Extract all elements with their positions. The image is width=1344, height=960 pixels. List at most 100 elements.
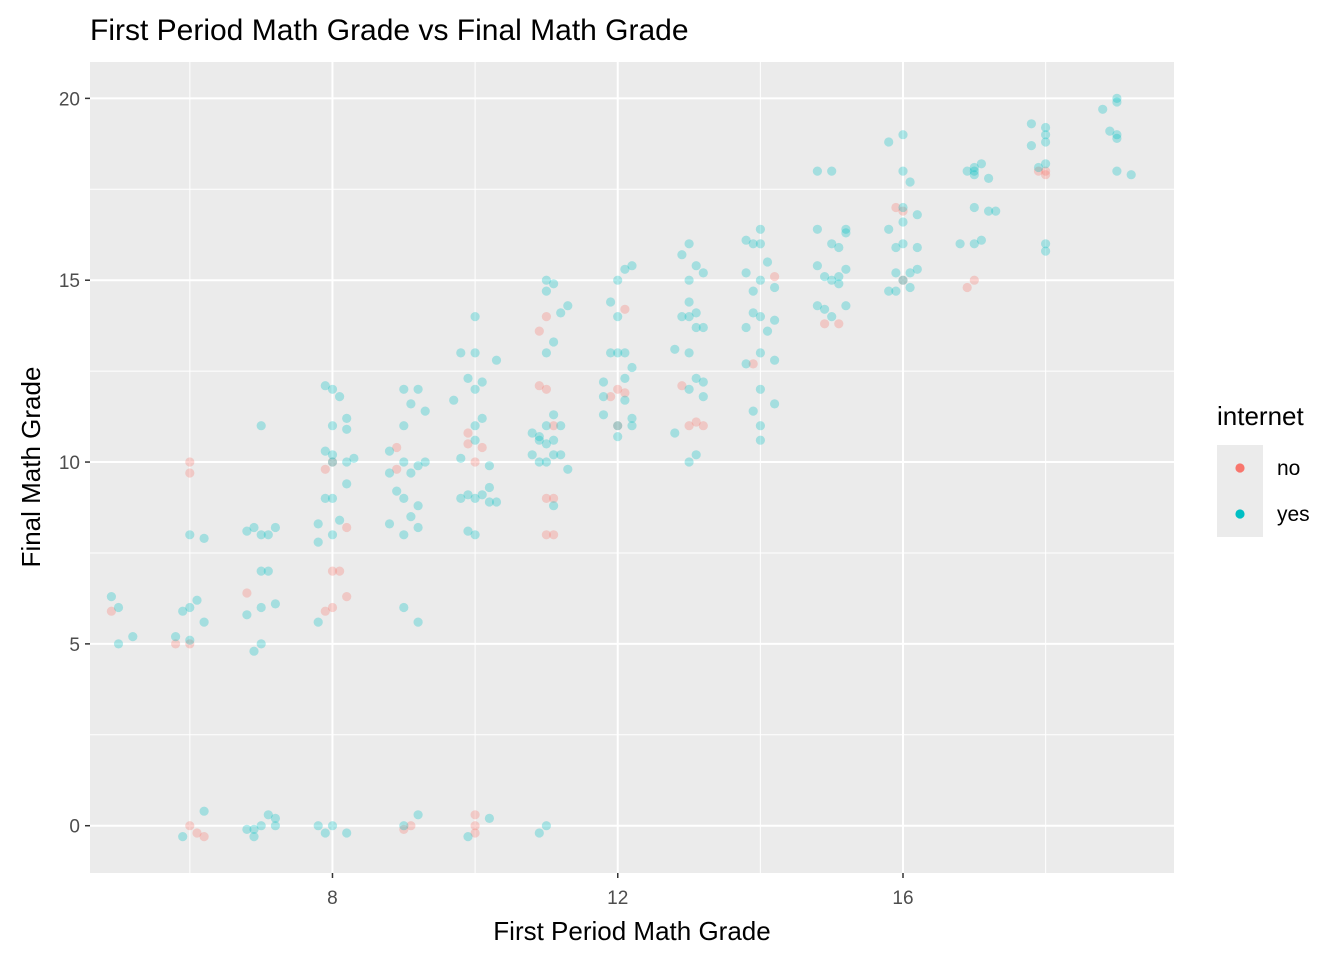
data-point-yes [741,268,751,278]
data-point-yes [106,592,116,602]
data-point-yes [684,457,694,467]
data-point-yes [884,224,894,234]
data-point-yes [748,239,758,249]
data-point-yes [627,362,637,373]
data-point-yes [620,264,630,274]
data-point-yes [748,286,758,296]
data-point-yes [698,377,708,387]
data-point-yes [1026,141,1036,151]
data-point-yes [549,450,559,460]
data-point-yes [484,497,494,507]
data-point-yes [620,373,630,383]
data-point-no [327,457,338,467]
data-point-yes [1112,166,1122,176]
data-point-yes [563,464,573,474]
data-point-no [1041,166,1051,176]
data-point-yes [541,821,552,831]
data-point-no [677,381,687,391]
data-point-yes [256,821,266,831]
data-point-yes [406,399,416,409]
data-point-no [969,275,979,285]
data-point-yes [484,813,494,824]
data-point-yes [770,355,780,365]
data-point-yes [534,432,544,442]
data-point-yes [320,446,330,456]
data-point-yes [399,821,409,831]
data-point-no [534,326,544,336]
data-point-yes [541,421,552,431]
data-point-no [898,206,908,216]
y-tick-label: 15 [59,271,80,292]
data-point-yes [470,312,480,322]
data-point-yes [420,406,430,416]
data-point-yes [192,595,202,605]
data-point-yes [413,384,423,394]
data-point-yes [962,166,972,176]
data-point-yes [820,304,830,314]
data-point-no [613,384,623,394]
data-point-yes [834,279,844,289]
data-point-yes [527,450,537,460]
data-point-yes [748,308,758,318]
data-point-yes [812,301,823,311]
data-point-no [406,821,416,831]
series-yes [106,93,1136,842]
data-point-no [192,828,202,838]
data-point-yes [263,810,273,820]
data-point-yes [470,384,480,394]
data-point-yes [556,450,566,460]
data-point-no [698,421,708,431]
data-point-yes [327,450,338,460]
data-point-yes [327,457,338,467]
data-point-yes [256,530,266,540]
y-axis-title: Final Math Grade [16,367,46,568]
data-point-yes [477,377,487,387]
data-point-yes [477,490,487,500]
data-point-yes [834,272,844,282]
data-point-yes [670,428,680,438]
data-point-yes [463,526,473,536]
data-point-yes [834,242,844,253]
data-point-no [541,530,552,540]
data-point-no [691,417,701,427]
data-point-yes [898,202,908,213]
data-point-yes [598,392,609,402]
data-point-yes [606,348,616,358]
data-point-yes [491,497,502,507]
data-point-yes [770,399,780,409]
data-point-no [541,493,552,503]
data-point-no [185,821,195,831]
data-point-no [534,381,544,391]
data-point-yes [1026,119,1036,129]
data-point-no [320,606,330,616]
data-point-no [620,304,630,314]
data-point-yes [549,501,559,511]
data-point-yes [969,202,979,213]
data-point-yes [534,828,544,838]
data-point-no [463,428,473,438]
data-point-yes [698,392,708,402]
data-point-yes [905,177,915,187]
y-tick-label: 10 [59,453,80,474]
data-point-yes [249,824,259,835]
data-point-yes [1041,239,1051,249]
legend-title: internet [1217,401,1304,431]
data-point-yes [327,530,338,540]
data-point-no [392,464,402,474]
data-point-yes [320,828,330,838]
data-point-yes [477,413,487,423]
data-point-yes [399,602,409,613]
data-point-yes [891,242,901,253]
data-point-yes [684,239,694,249]
data-point-yes [113,602,124,613]
data-point-yes [270,821,280,831]
data-point-yes [984,206,994,216]
data-point-yes [1112,130,1122,140]
x-tick-label: 16 [892,888,913,909]
data-point-yes [185,635,195,645]
data-point-yes [748,406,758,416]
data-point-no [470,457,480,467]
data-point-yes [242,824,252,835]
data-point-yes [327,384,338,394]
data-point-no [541,312,552,322]
